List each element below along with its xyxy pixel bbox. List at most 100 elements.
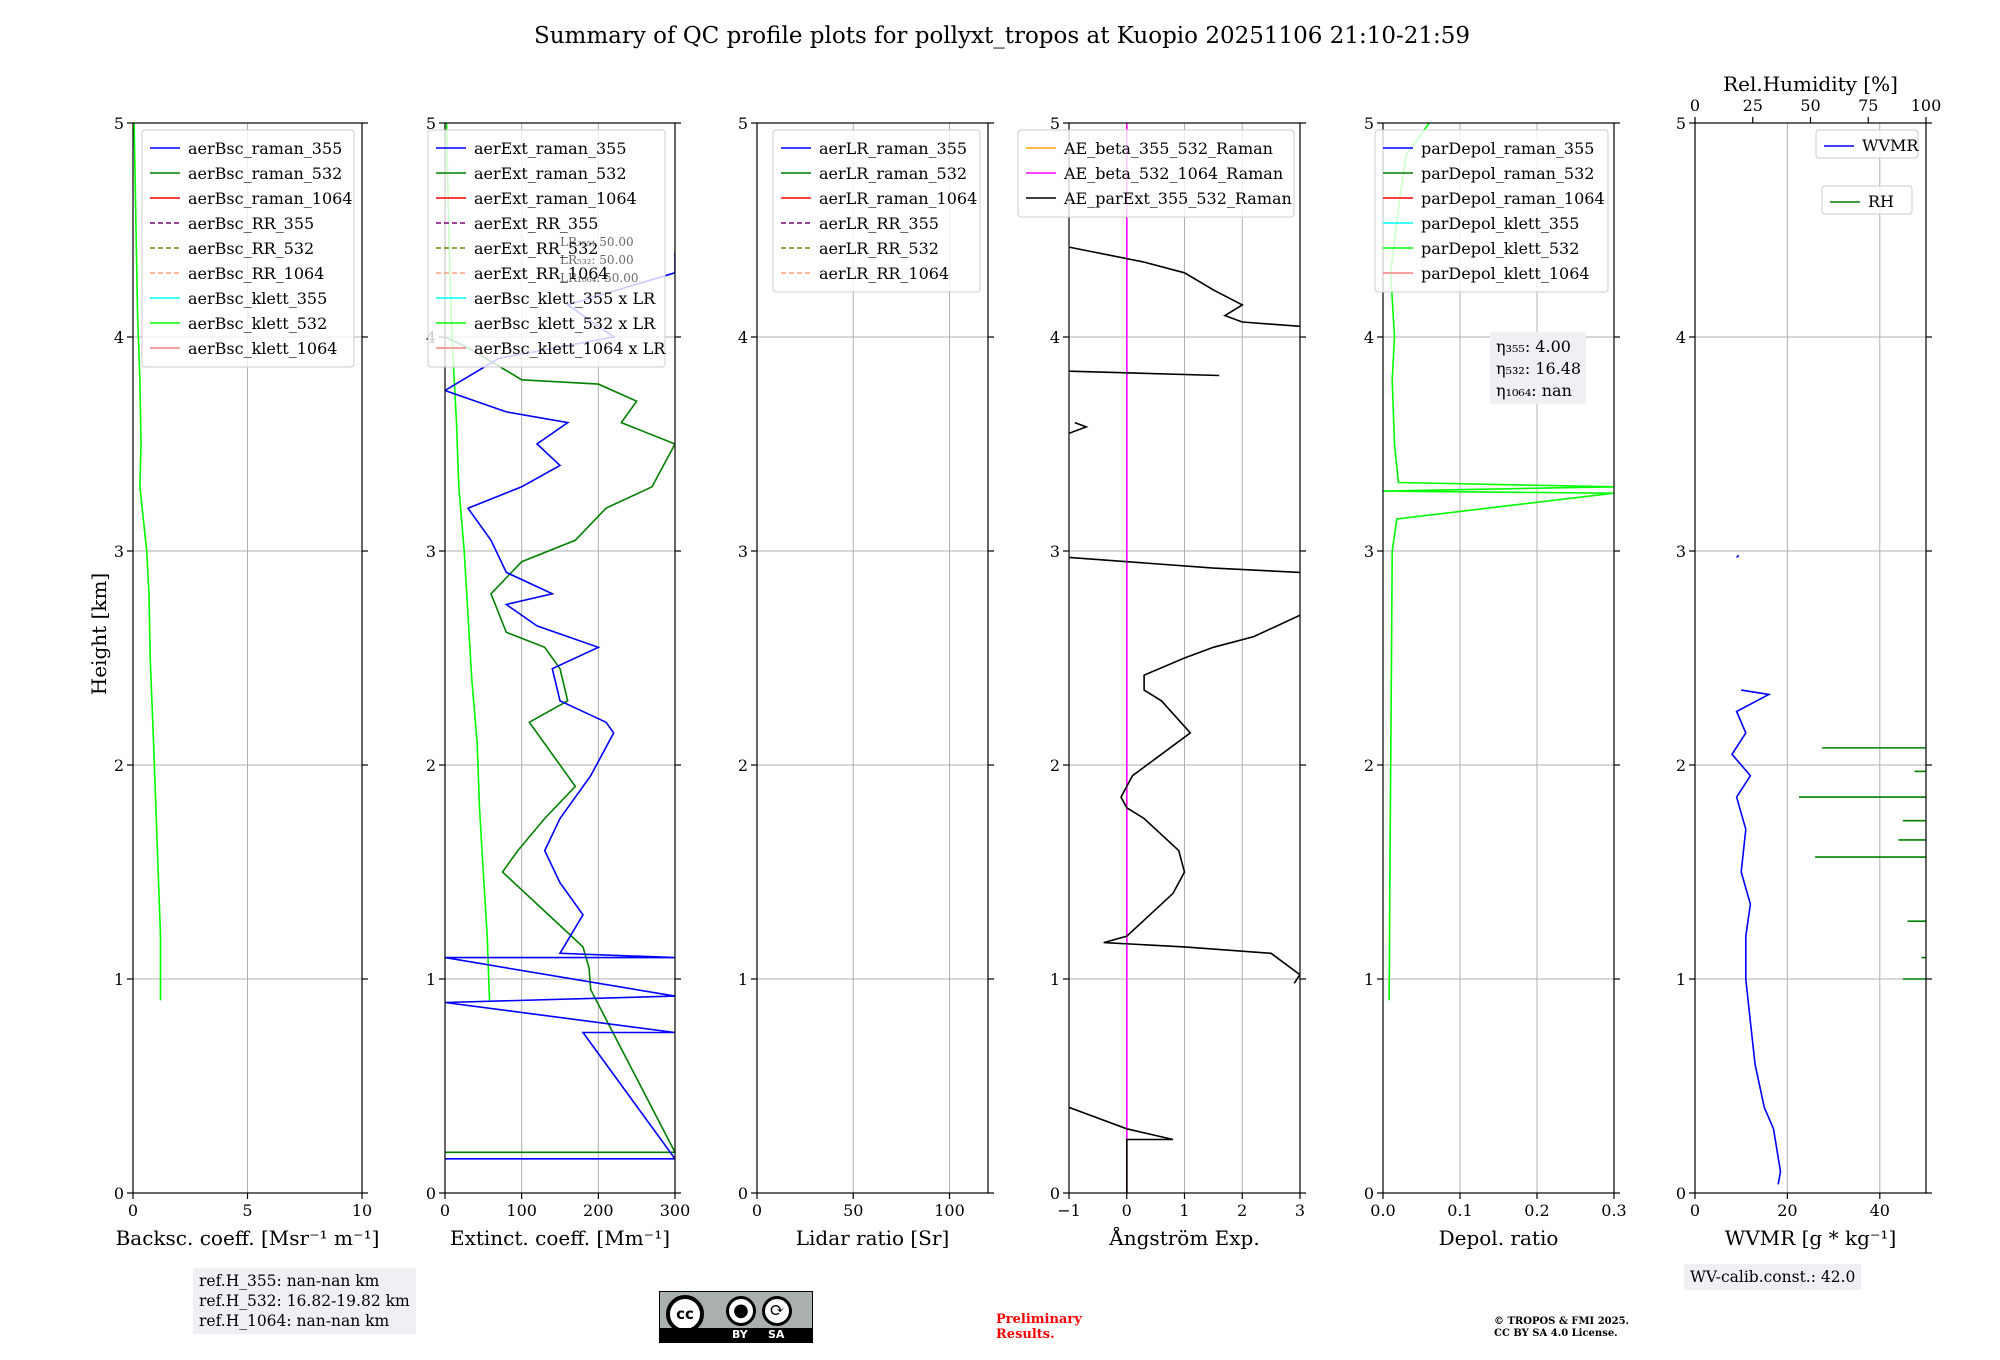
series-ae-2: [1103, 614, 1300, 984]
y-tick-label: 3: [1050, 542, 1060, 561]
y-tick-label: 2: [1676, 756, 1686, 775]
y-tick-label: 0: [1364, 1184, 1374, 1203]
legend-label: aerLR_raman_532: [819, 164, 967, 183]
y-tick-label: 3: [1364, 542, 1374, 561]
x-axis-label: Depol. ratio: [1439, 1226, 1559, 1250]
copyright-line-2: CC BY SA 4.0 License.: [1494, 1328, 1618, 1339]
series-ae-4: [1069, 421, 1089, 435]
preliminary-line-1: Preliminary: [996, 1312, 1082, 1327]
legend-label: aerBsc_raman_1064: [188, 189, 353, 208]
axes-frame: [1382, 122, 1615, 1194]
y-tick-label: 4: [1676, 328, 1686, 347]
panel-bsc: 0 5 10 0 1 2 3 4 5 Backsc. coeff. [Msr⁻¹ m⁻¹] aerB…: [114, 114, 380, 1250]
series-ext-2: [445, 251, 675, 1160]
series-ae-5: [1069, 370, 1220, 377]
x-tick-label: 200: [583, 1201, 614, 1220]
panel-depol: 0.0 0.1 0.2 0.3 0 1 2 3 4 5 Depol. ratio parDepol_r…: [1364, 114, 1627, 1250]
preliminary-line-2: Results.: [996, 1327, 1055, 1342]
y-tick-label: 0: [426, 1184, 436, 1203]
legend-box: [1374, 129, 1609, 293]
x-tick-label: 0: [1122, 1201, 1132, 1220]
x-tick-label: 50: [843, 1201, 863, 1220]
top-x-tick-label: 50: [1800, 96, 1820, 115]
ref-h-1064: ref.H_1064: nan-nan km: [199, 1312, 390, 1330]
cc-badge-bar: BY SA: [660, 1328, 812, 1342]
legend-label: aerLR_RR_1064: [819, 264, 949, 283]
x-tick-label: 0.3: [1601, 1201, 1626, 1220]
x-tick-label: 300: [660, 1201, 691, 1220]
y-tick-label: 0: [738, 1184, 748, 1203]
x-tick-label: 2: [1237, 1201, 1247, 1220]
y-tick-label: 5: [114, 114, 124, 133]
y-tick-label: 0: [114, 1184, 124, 1203]
figure-title: Summary of QC profile plots for pollyxt_…: [534, 23, 1470, 49]
y-tick-label: 5: [1364, 114, 1374, 133]
reference-height-box: ref.H_355: nan-nan km ref.H_532: 16.82-1…: [193, 1268, 416, 1334]
y-tick-label: 0: [1676, 1184, 1686, 1203]
top-x-axis-label: Rel.Humidity [%]: [1723, 72, 1898, 96]
legend-label: aerBsc_klett_355: [188, 289, 327, 308]
x-tick-label: 0.0: [1370, 1201, 1395, 1220]
y-tick-label: 4: [1050, 328, 1060, 347]
series-ae-6: [1069, 246, 1300, 328]
panel-lr: 0 50 100 0 1 2 3 4 5 Lidar ratio [Sr] aerLR_raman_…: [738, 114, 994, 1250]
series-ae-3: [1069, 556, 1300, 574]
x-tick-label: 5: [242, 1201, 252, 1220]
legend-box-WVMR: [1815, 129, 1919, 159]
y-tick-label: 2: [738, 756, 748, 775]
legend-label: AE_beta_532_1064_Raman: [1063, 164, 1283, 183]
x-tick-label: 100: [506, 1201, 537, 1220]
lr-label-1: LR₅₃₂: 50.00: [560, 253, 634, 267]
legend-label: parDepol_raman_532: [1421, 164, 1594, 183]
legend-label: aerLR_raman_355: [819, 139, 967, 158]
legend-label: parDepol_raman_1064: [1421, 189, 1605, 208]
x-tick-label: 1: [1179, 1201, 1189, 1220]
legend-label: aerBsc_klett_1064 x LR: [474, 339, 666, 358]
cc-by-label: BY: [732, 1328, 748, 1341]
legend-box: [141, 129, 355, 368]
legend-label: aerBsc_raman_355: [188, 139, 342, 158]
x-tick-label: 0: [752, 1201, 762, 1220]
y-tick-label: 1: [114, 970, 124, 989]
legend-label: aerLR_RR_532: [819, 239, 939, 258]
x-tick-label: 40: [1870, 1201, 1890, 1220]
y-tick-label: 4: [114, 328, 124, 347]
panel-wv: 0 20 40 0 1 2 3 4 5 WVMR [g * kg⁻¹] 0 25 50 75 100 Rel.…: [1676, 72, 1941, 1250]
legend-box-RH: [1821, 185, 1913, 215]
eta-box: [1490, 332, 1586, 404]
series-wv-0: [1731, 689, 1782, 1185]
y-tick-label: 3: [114, 542, 124, 561]
y-tick-label: 4: [1364, 328, 1374, 347]
legend-box: [1017, 129, 1295, 218]
y-tick-label: 5: [1050, 114, 1060, 133]
legend-label: aerBsc_RR_1064: [188, 264, 324, 283]
y-tick-label: 1: [738, 970, 748, 989]
legend-label: aerBsc_RR_355: [188, 214, 314, 233]
cc-license-badge: cc ● ⟳ BY SA: [659, 1291, 813, 1343]
top-x-tick-label: 75: [1858, 96, 1878, 115]
y-axis-label: Height [km]: [87, 573, 111, 695]
cc-sa-label: SA: [768, 1328, 785, 1341]
x-tick-label: 0.2: [1524, 1201, 1549, 1220]
y-tick-label: 5: [1676, 114, 1686, 133]
axes-frame: [444, 122, 676, 1194]
axes-frame: [1694, 122, 1927, 1194]
top-x-tick-label: 100: [1911, 96, 1942, 115]
legend-label: WVMR: [1862, 136, 1919, 155]
eta-label-1: η₅₃₂: 16.48: [1496, 359, 1581, 378]
legend-label: aerBsc_RR_532: [188, 239, 314, 258]
legend-label: parDepol_klett_532: [1421, 239, 1579, 258]
y-tick-label: 0: [1050, 1184, 1060, 1203]
legend-label: parDepol_klett_355: [1421, 214, 1579, 233]
y-tick-label: 1: [1050, 970, 1060, 989]
y-tick-label: 2: [1050, 756, 1060, 775]
x-tick-label: 100: [934, 1201, 965, 1220]
legend-label: aerBsc_raman_532: [188, 164, 342, 183]
legend-label: AE_beta_355_532_Raman: [1063, 139, 1273, 158]
x-axis-label: Extinct. coeff. [Mm⁻¹]: [450, 1226, 670, 1250]
ref-h-532: ref.H_532: 16.82-19.82 km: [199, 1292, 410, 1310]
legend-box: [772, 129, 981, 293]
legend-label: aerLR_RR_355: [819, 214, 939, 233]
y-tick-label: 3: [738, 542, 748, 561]
series-wv-1: [1736, 554, 1740, 558]
